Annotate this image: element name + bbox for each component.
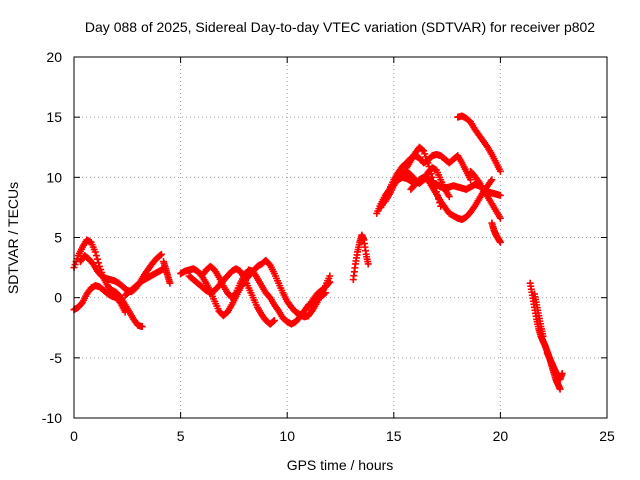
x-tick-label: 20 <box>493 428 509 444</box>
data-point <box>425 163 433 171</box>
y-tick-label: 5 <box>54 230 62 246</box>
data-point <box>496 214 504 222</box>
data-point <box>326 278 334 286</box>
data-point <box>488 176 496 184</box>
y-tick-label: 20 <box>46 49 62 65</box>
data-point <box>496 167 504 175</box>
grid <box>74 57 607 418</box>
data-point <box>467 176 475 184</box>
y-tick-label: 0 <box>54 290 62 306</box>
x-tick-label: 10 <box>279 428 295 444</box>
data-point <box>419 146 427 154</box>
plot-frame <box>73 56 608 419</box>
data-point <box>325 279 333 287</box>
data-point <box>95 259 103 267</box>
series-track-j <box>349 231 372 284</box>
data-point <box>93 255 101 263</box>
data-point <box>326 272 334 280</box>
data-point <box>364 260 372 268</box>
series-track-r <box>488 219 504 246</box>
x-tick-label: 0 <box>70 428 78 444</box>
series-track-u <box>531 290 547 340</box>
data-point <box>556 385 564 393</box>
y-axis-label: SDTVAR / TECUs <box>5 182 21 294</box>
data-point <box>269 317 277 325</box>
data-point <box>427 170 435 178</box>
data-point <box>424 159 432 167</box>
data-point <box>321 290 329 298</box>
data-point <box>487 177 495 185</box>
chart-title: Day 088 of 2025, Sidereal Day-to-day VTE… <box>85 19 595 35</box>
data-point <box>558 369 566 377</box>
data-point <box>270 317 278 325</box>
series-track-p <box>454 112 504 175</box>
data-point <box>92 252 100 260</box>
y-tick-label: -5 <box>50 350 63 366</box>
data-point <box>91 248 99 256</box>
series-track-n <box>403 143 445 210</box>
data-point <box>166 279 174 287</box>
data-point <box>496 238 504 246</box>
data-point <box>428 173 436 181</box>
y-tick-label: -10 <box>42 410 62 426</box>
series-track-h <box>198 262 330 328</box>
x-tick-label: 5 <box>177 428 185 444</box>
series-track-i <box>305 278 334 311</box>
series-track-e <box>160 258 174 287</box>
axis-ticks: 0 5 10 15 20 25 -10 -5 0 5 10 15 20 <box>42 49 615 444</box>
data-point <box>322 289 330 297</box>
data-point <box>156 251 164 259</box>
data-point <box>445 193 453 201</box>
x-tick-label: 25 <box>599 428 615 444</box>
data-point <box>496 191 504 199</box>
y-tick-label: 10 <box>46 169 62 185</box>
x-tick-label: 15 <box>386 428 402 444</box>
data-point <box>539 332 547 340</box>
data-points <box>70 112 566 393</box>
series-track-q <box>467 167 504 222</box>
data-point <box>138 323 146 331</box>
x-axis-label: GPS time / hours <box>287 457 394 473</box>
data-point <box>116 298 124 306</box>
series-track-t <box>543 349 566 383</box>
y-tick-label: 15 <box>46 109 62 125</box>
data-point <box>426 166 434 174</box>
series-track-o <box>407 173 496 223</box>
series-track-a <box>70 236 146 331</box>
series-track-b <box>70 282 129 316</box>
data-point <box>157 250 165 258</box>
data-point <box>121 308 129 316</box>
data-point <box>231 290 239 298</box>
